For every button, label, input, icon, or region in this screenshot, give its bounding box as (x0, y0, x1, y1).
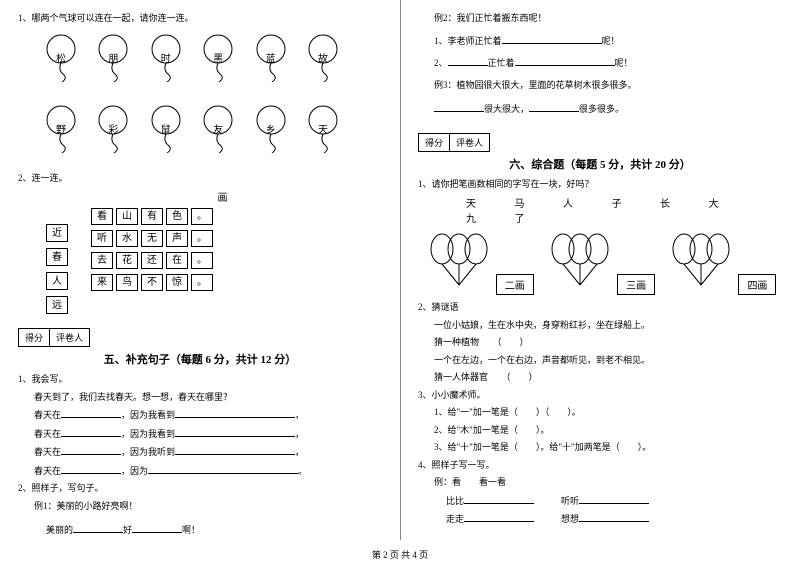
p2: 2、照样子，写句子。 (18, 482, 382, 496)
score-label: 得分 (19, 329, 50, 346)
balloon-groups: 二画 三画 四画 (418, 233, 782, 295)
fill-line: 春天在，因为我看到， (18, 408, 382, 423)
q1-text: 1、哪两个气球可以连在一起，请你连一连。 (18, 12, 382, 26)
balloon: 故 (304, 34, 342, 97)
ex2: 例2：我们正忙着搬东西呢！ (418, 12, 782, 26)
balloon: 蓝 (252, 34, 290, 97)
score-row: 得分评卷人 (18, 322, 382, 349)
balloon: 朋 (94, 34, 132, 97)
matching-exercise: 近 春 人 远 看山有色。 听水无声。 去花还在。 来鸟不惊。 (46, 208, 382, 314)
score-label: 得分 (419, 134, 450, 151)
p2a: 例1：美丽的小路好亮啊！ (18, 500, 382, 514)
fill-line: 1、李老师正忙着呢！ (418, 34, 782, 49)
stroke-label: 四画 (738, 274, 776, 295)
page-footer: 第 2 页 共 4 页 (0, 548, 800, 561)
q4a: 例：看 看一看 (418, 476, 782, 490)
balloon: 松 (42, 34, 80, 97)
fill-line: 春天在，因为。 (18, 464, 382, 479)
balloon-group: 三画 (545, 233, 655, 295)
q2-text: 2、连一连。 (18, 172, 382, 186)
balloon: 时 (147, 34, 185, 97)
balloon-group: 二画 (424, 233, 534, 295)
stroke-label: 三画 (617, 274, 655, 295)
q3c: 3、给"十"加一笔是（ ）。给"十"加两笔是（ ）。 (418, 441, 782, 455)
balloon-group: 四画 (666, 233, 776, 295)
grader-label: 评卷人 (450, 134, 489, 151)
q2a: 一位小姑娘，生在水中央，身穿粉红衫，坐在绿船上。 (418, 319, 782, 333)
balloon: 野 (42, 105, 80, 168)
right-column: 例2：我们正忙着搬东西呢！ 1、李老师正忙着呢！ 2、正忙着呢！ 例3：植物园很… (400, 0, 800, 540)
stroke-label: 二画 (496, 274, 534, 295)
fill-line: 春天在，因为我看到， (18, 427, 382, 442)
q2b: 猜一种植物 （ ） (418, 336, 782, 350)
match-left-cell: 人 (46, 272, 68, 290)
p1a: 春天到了，我们去找春天。想一想，春天在哪里？ (18, 391, 382, 405)
fill-line: 走走 想想 (418, 512, 782, 527)
fill-line: 很大很大，很多很多。 (418, 102, 782, 117)
balloon: 鼠 (147, 105, 185, 168)
fill-line: 2、正忙着呢！ (418, 56, 782, 71)
q3: 3、小小魔术师。 (418, 389, 782, 403)
score-row: 得分评卷人 (418, 127, 782, 154)
match-left-cell: 近 (46, 224, 68, 242)
q2: 2、猜谜语 (418, 301, 782, 315)
q3b: 2、给"木"加一笔是（ ）。 (418, 424, 782, 438)
q3a: 1、给"一"加一笔是（ ）（ ）。 (418, 406, 782, 420)
p1: 1、我会写。 (18, 373, 382, 387)
q2d: 猜一人体器官 （ ） (418, 371, 782, 385)
q1: 1、请你把笔画数相同的字写在一块，好吗？ (418, 178, 782, 192)
fill-line: 美丽的好啊！ (18, 523, 382, 538)
fill-line: 春天在，因为我听到， (18, 445, 382, 460)
section-5-title: 五、补充句子（每题 6 分，共计 12 分） (18, 351, 382, 367)
balloon: 天 (304, 105, 342, 168)
char-list: 天 马 人 子 长 大 九 了 (466, 197, 782, 227)
balloon: 友 (199, 105, 237, 168)
balloon-top-row: 松 朋 时 黑 蓝 故 (42, 34, 342, 97)
balloon-bot-row: 野 彩 鼠 友 乡 天 (42, 105, 342, 168)
left-column: 1、哪两个气球可以连在一起，请你连一连。 松 朋 时 黑 蓝 故 野 彩 鼠 友… (0, 0, 400, 540)
q4: 4、照样子写一写。 (418, 459, 782, 473)
match-left-cell: 远 (46, 296, 68, 314)
fill-line: 比比 听听 (418, 494, 782, 509)
section-6-title: 六、综合题（每题 5 分，共计 20 分） (418, 156, 782, 172)
match-title: 画 (63, 189, 382, 204)
q2c: 一个在左边，一个在右边，声音都听见，到老不相见。 (418, 354, 782, 368)
ex3: 例3：植物园很大很大，里面的花草树木很多很多。 (418, 79, 782, 93)
balloon: 彩 (94, 105, 132, 168)
grader-label: 评卷人 (50, 329, 89, 346)
balloon: 黑 (199, 34, 237, 97)
balloon: 乡 (252, 105, 290, 168)
match-left-cell: 春 (46, 248, 68, 266)
